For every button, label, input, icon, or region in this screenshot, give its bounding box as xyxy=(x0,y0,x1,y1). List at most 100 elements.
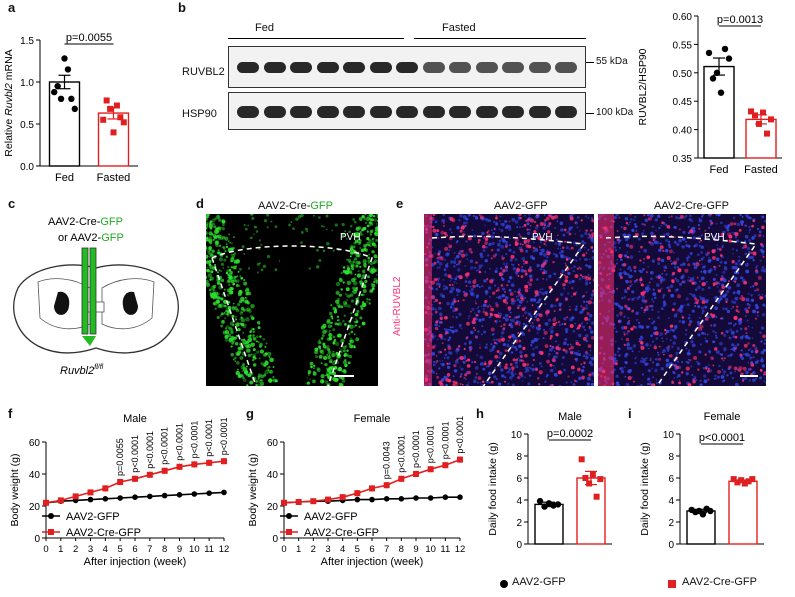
dapi-nucleus xyxy=(445,285,448,288)
gfp-cell xyxy=(242,376,245,380)
ruvbl2-cell xyxy=(627,307,631,311)
gfp-cell xyxy=(376,256,378,259)
gfp-cell xyxy=(211,234,214,237)
dapi-nucleus xyxy=(719,260,723,264)
dapi-nucleus xyxy=(661,337,664,340)
dapi-nucleus xyxy=(477,306,480,308)
x-tick-label: 11 xyxy=(204,544,214,555)
ruvbl2-cell xyxy=(521,243,524,246)
dapi-nucleus xyxy=(674,266,677,269)
dapi-nucleus xyxy=(640,336,644,341)
ruvbl2-cell xyxy=(503,290,507,294)
chart-title: Female xyxy=(704,411,741,423)
dapi-nucleus xyxy=(722,359,725,362)
ruvbl2-cell xyxy=(447,274,452,279)
dapi-nucleus xyxy=(654,344,657,347)
panel-label-h: h xyxy=(476,406,484,421)
dapi-nucleus xyxy=(465,384,469,386)
data-point xyxy=(72,493,79,500)
ruvbl2-cell xyxy=(479,271,482,273)
ruvbl2-cell xyxy=(662,249,665,252)
gfp-cell xyxy=(246,365,248,368)
dapi-nucleus xyxy=(616,314,619,317)
dapi-nucleus xyxy=(729,328,733,332)
ruvbl2-cell xyxy=(446,362,449,365)
gfp-cell xyxy=(231,314,235,318)
dapi-nucleus xyxy=(750,298,754,302)
dapi-nucleus xyxy=(618,354,621,357)
ruvbl2-cell xyxy=(526,218,530,222)
gfp-cell xyxy=(269,357,274,363)
ruvbl2-cell xyxy=(582,306,586,311)
dapi-nucleus xyxy=(763,342,766,345)
dapi-nucleus xyxy=(564,338,568,341)
dapi-nucleus xyxy=(589,282,591,285)
dapi-nucleus xyxy=(554,242,558,245)
dapi-nucleus xyxy=(454,256,457,260)
gfp-cell xyxy=(334,378,339,383)
dapi-nucleus xyxy=(692,276,695,279)
dapi-nucleus xyxy=(584,246,586,249)
dapi-nucleus xyxy=(505,269,509,272)
ruvbl2-cell xyxy=(707,251,711,255)
gfp-cell xyxy=(332,361,336,366)
ruvbl2-cell xyxy=(540,263,545,268)
dapi-nucleus xyxy=(655,364,658,367)
gfp-cell xyxy=(260,243,263,246)
blot-fasted-line xyxy=(414,38,586,39)
dapi-nucleus xyxy=(556,220,559,223)
dapi-nucleus xyxy=(541,288,544,291)
dapi-nucleus xyxy=(518,304,521,307)
dapi-nucleus xyxy=(749,228,752,232)
ruvbl2-cell xyxy=(569,324,574,328)
dapi-nucleus xyxy=(456,254,460,259)
ventricle-right xyxy=(122,291,138,315)
ruvbl2-cell xyxy=(691,281,695,285)
dapi-nucleus xyxy=(634,357,636,360)
dapi-nucleus xyxy=(510,300,515,305)
dapi-nucleus xyxy=(589,314,593,318)
gfp-cell xyxy=(335,299,340,304)
ruvbl2-cell xyxy=(538,324,541,328)
gfp-cell xyxy=(313,364,316,367)
ruvbl2-cell xyxy=(684,268,689,273)
ruvbl2-cell xyxy=(462,298,465,302)
dapi-nucleus xyxy=(726,290,730,294)
ruvbl2-cell xyxy=(523,239,528,244)
dapi-nucleus xyxy=(514,373,517,375)
dapi-nucleus xyxy=(582,354,586,358)
dapi-nucleus xyxy=(682,262,686,266)
dapi-nucleus xyxy=(463,231,465,233)
dapi-nucleus xyxy=(704,273,707,275)
gfp-cell xyxy=(252,334,255,337)
ruvbl2-cell xyxy=(466,364,471,368)
gfp-cell xyxy=(241,245,245,249)
dapi-nucleus xyxy=(587,217,590,219)
dapi-nucleus xyxy=(734,296,739,301)
gfp-cell xyxy=(251,216,255,220)
data-point xyxy=(191,461,198,468)
x-tick-label: Fed xyxy=(710,164,729,176)
gfp-cell xyxy=(238,299,243,304)
gfp-cell xyxy=(232,235,236,239)
ruvbl2-cell xyxy=(503,323,506,326)
gfp-cell xyxy=(231,323,235,327)
ruvbl2-cell xyxy=(484,237,489,241)
dapi-nucleus xyxy=(590,297,593,300)
gfp-cell xyxy=(355,264,359,268)
ruvbl2-cell xyxy=(483,236,486,239)
ruvbl2-cell xyxy=(566,316,569,319)
blot-band xyxy=(502,62,524,73)
dapi-nucleus xyxy=(714,374,717,377)
dapi-nucleus xyxy=(629,217,633,221)
gfp-cell xyxy=(242,363,245,366)
dapi-nucleus xyxy=(649,357,652,360)
dapi-nucleus xyxy=(727,354,730,358)
dapi-nucleus xyxy=(524,297,527,299)
dapi-nucleus xyxy=(614,353,617,357)
ruvbl2-cell xyxy=(625,337,630,342)
dapi-nucleus xyxy=(584,242,587,245)
data-point xyxy=(161,492,168,499)
dapi-nucleus xyxy=(575,243,578,247)
dapi-nucleus xyxy=(539,249,542,251)
